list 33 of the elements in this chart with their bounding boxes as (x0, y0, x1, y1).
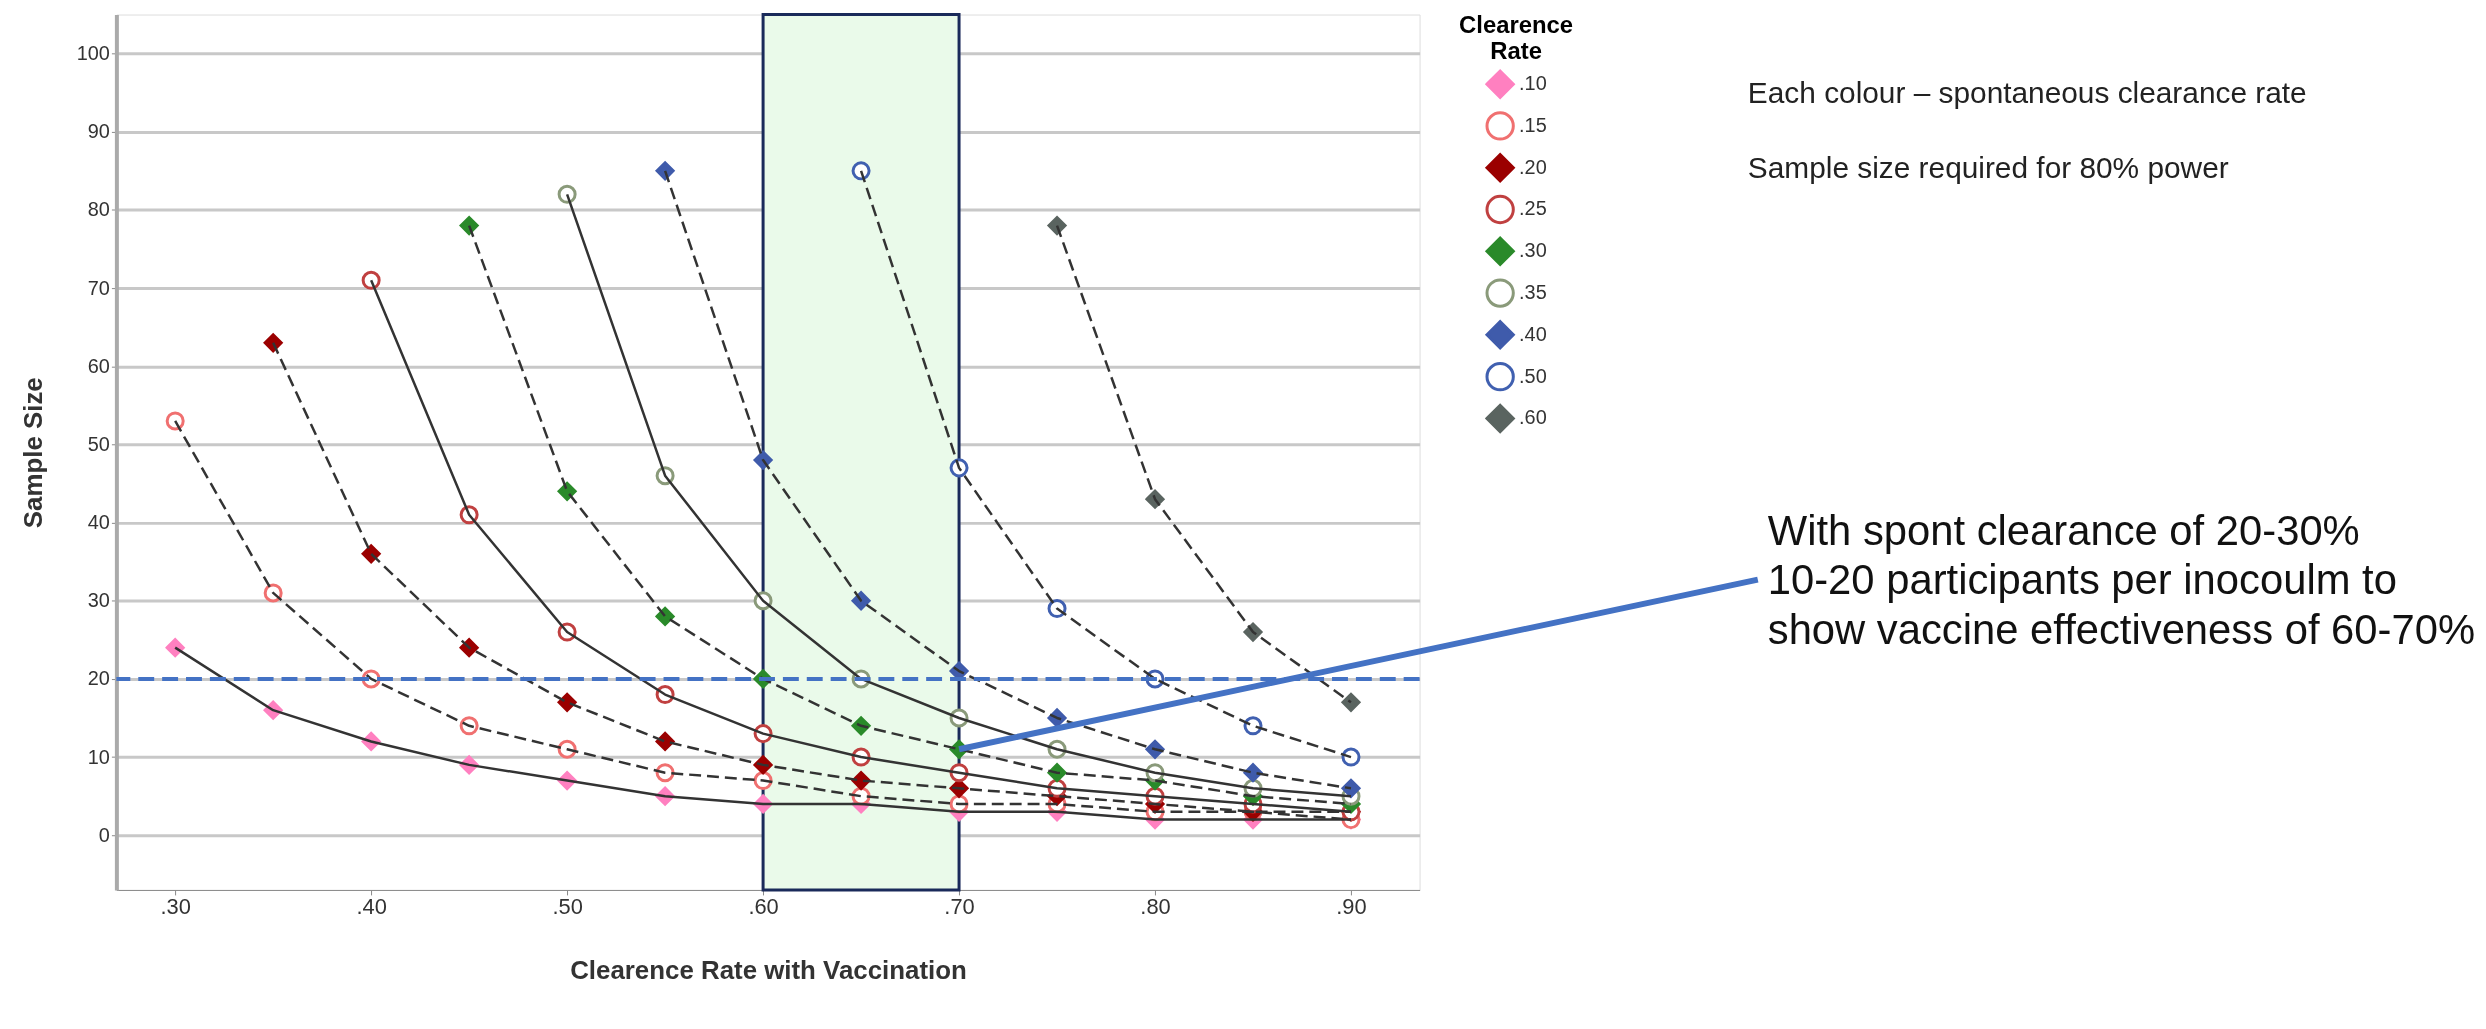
text: Sample size required for 80% power (1747, 150, 2229, 184)
legend-label: .50 (1519, 364, 1547, 387)
x-tick-label: .50 (552, 894, 583, 920)
y-axis-title: Sample Size (18, 377, 47, 529)
y-tick-label: 80 (87, 198, 110, 221)
legend-label: .10 (1519, 72, 1547, 95)
legend-label: .40 (1519, 322, 1547, 345)
x-tick-label: .40 (356, 894, 387, 920)
legend-label: .20 (1519, 155, 1547, 178)
x-axis-title: Clearence Rate with Vaccination (570, 955, 967, 984)
legend-label: .35 (1519, 281, 1547, 304)
annotation: With spont clearance of 20-30% 10-20 participants per inocoulm to show vaccine effectiveness of 60-70% (1767, 506, 2476, 654)
x-tick-label: .80 (1140, 894, 1171, 920)
y-tick-label: 0 (98, 823, 110, 846)
y-tick-label: 90 (87, 120, 110, 143)
x-tick-label: .30 (160, 894, 191, 920)
y-tick-label: 10 (87, 745, 110, 768)
x-tick-label: .90 (1336, 894, 1367, 920)
legend-title: Clearence Rate (1459, 11, 1574, 65)
y-tick-label: 40 (87, 511, 110, 534)
text: Each colour – spontaneous clearance rate (1747, 76, 2307, 110)
y-tick-label: 30 (87, 589, 110, 612)
legend-label: .25 (1519, 197, 1547, 220)
y-tick-label: 60 (87, 354, 110, 377)
y-tick-label: 100 (76, 42, 110, 65)
legend-label: .60 (1519, 406, 1547, 429)
legend-label: .30 (1519, 239, 1547, 262)
y-tick-label: 20 (87, 667, 110, 690)
x-tick-label: .70 (944, 894, 975, 920)
y-tick-label: 70 (87, 276, 110, 299)
y-tick-label: 50 (87, 432, 110, 455)
legend-label: .15 (1519, 113, 1547, 136)
x-tick-label: .60 (748, 894, 779, 920)
